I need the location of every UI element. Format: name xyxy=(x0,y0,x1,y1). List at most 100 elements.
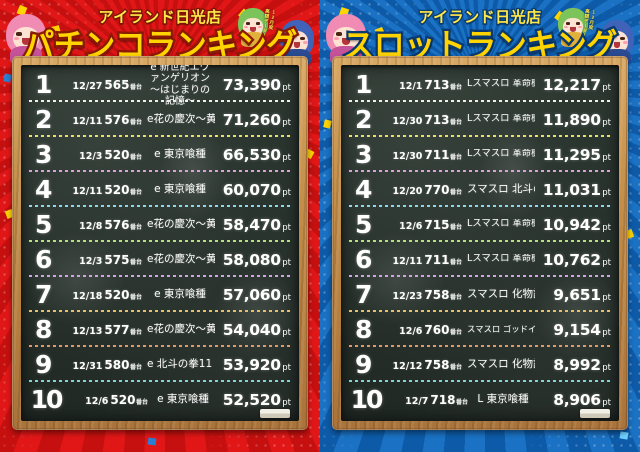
rank-number: 5 xyxy=(35,210,52,239)
machine-number-unit: 番台 xyxy=(129,363,142,371)
machine-number: 576 xyxy=(104,112,130,127)
points-unit: pt xyxy=(602,83,611,93)
machine-title: e花の慶次～黄金の一撃 xyxy=(147,113,215,126)
machine-number-unit: 番台 xyxy=(129,223,142,231)
row-meta: 12/20 770番台 xyxy=(379,183,465,197)
machine-title: スマスロ ゴッドイーター リザレクション xyxy=(467,324,535,334)
machine-title: スマスロ 北斗の拳 xyxy=(467,183,535,196)
points-cell: 10,942 pt xyxy=(535,215,613,234)
points-unit: pt xyxy=(282,363,291,373)
points-value: 60,070 xyxy=(222,181,281,199)
row-date: 12/30 xyxy=(392,150,423,162)
machine-number-unit: 番台 xyxy=(129,188,142,196)
row-meta: 12/3 520番台 xyxy=(59,148,145,162)
points-unit: pt xyxy=(602,118,611,128)
machine-number-unit: 番台 xyxy=(129,83,142,91)
row-divider xyxy=(29,310,291,312)
ranking-row: 4 12/11 520番台 e 東京喰種 60,070 pt xyxy=(27,172,293,207)
panel-header-slot: 12月度 高額データ! アイランド日光店 スロットランキング xyxy=(320,0,640,68)
machine-number-unit: 番台 xyxy=(449,293,462,301)
machine-number: 580 xyxy=(104,357,130,372)
row-meta: 12/11 520番台 xyxy=(59,183,145,197)
row-date: 12/30 xyxy=(392,115,423,127)
mascot-pink-character xyxy=(326,14,366,66)
machine-number: 758 xyxy=(424,287,450,302)
machine-title: Lスマスロ 革命機ヴァルヴレイヴ2 xyxy=(467,219,535,230)
points-cell: 8,992 pt xyxy=(535,355,613,374)
points-value: 8,906 xyxy=(553,391,601,409)
mascot-green-character xyxy=(238,8,268,48)
row-date: 12/7 xyxy=(405,395,429,407)
points-unit: pt xyxy=(282,293,291,303)
row-date: 12/3 xyxy=(79,255,103,267)
machine-title: e 東京喰種 xyxy=(154,288,206,301)
machine-title: Lスマスロ 革命機ヴァルヴレイヴ2 xyxy=(467,79,535,90)
points-cell: 73,390 pt xyxy=(215,75,293,94)
machine-title: e 東京喰種 xyxy=(157,393,209,406)
rank-number: 7 xyxy=(355,280,372,309)
machine-title: e花の慶次～黄金の一撃 xyxy=(147,253,215,266)
ranking-row: 7 12/18 520番台 e 東京喰種 57,060 pt xyxy=(27,277,293,312)
row-divider xyxy=(349,240,611,242)
row-date: 12/11 xyxy=(392,255,423,267)
machine-number: 576 xyxy=(104,217,130,232)
points-unit: pt xyxy=(282,328,291,338)
rank-number: 1 xyxy=(35,70,52,99)
row-divider xyxy=(349,100,611,102)
rank-number: 3 xyxy=(35,140,52,169)
row-meta: 12/11 711番台 xyxy=(379,253,465,267)
row-meta: 12/30 713番台 xyxy=(379,113,465,127)
points-unit: pt xyxy=(602,328,611,338)
chalkboard-eraser-icon xyxy=(580,409,610,418)
row-divider xyxy=(349,345,611,347)
points-unit: pt xyxy=(282,258,291,268)
points-unit: pt xyxy=(282,153,291,163)
points-value: 12,217 xyxy=(542,76,601,94)
machine-title: e 北斗の拳11 暴凶星 xyxy=(147,358,215,371)
row-date: 12/31 xyxy=(72,360,103,372)
points-value: 73,390 xyxy=(222,76,281,94)
machine-title: スマスロ 化物語 xyxy=(467,358,535,371)
machine-number-unit: 番台 xyxy=(449,258,462,266)
points-cell: 71,260 pt xyxy=(215,110,293,129)
row-meta: 12/31 580番台 xyxy=(59,358,145,372)
points-unit: pt xyxy=(602,293,611,303)
rank-number: 10 xyxy=(30,385,64,414)
row-date: 12/18 xyxy=(72,290,103,302)
points-value: 11,295 xyxy=(542,146,601,164)
row-meta: 12/6 760番台 xyxy=(379,323,465,337)
points-unit: pt xyxy=(282,188,291,198)
row-meta: 12/6 520番台 xyxy=(65,393,151,407)
shop-name: アイランド日光店 xyxy=(417,7,542,28)
points-unit: pt xyxy=(602,363,611,373)
row-meta: 12/12 758番台 xyxy=(379,358,465,372)
row-date: 12/1 xyxy=(399,80,423,92)
row-divider xyxy=(349,275,611,277)
points-cell: 9,154 pt xyxy=(535,320,613,339)
points-unit: pt xyxy=(602,188,611,198)
row-meta: 12/18 520番台 xyxy=(59,288,145,302)
rank-number: 9 xyxy=(355,350,372,379)
machine-title: e花の慶次～黄金の一撃 xyxy=(147,218,215,231)
rank-number: 2 xyxy=(35,105,52,134)
rank-number: 9 xyxy=(35,350,52,379)
machine-number: 565 xyxy=(104,77,130,92)
rank-number: 2 xyxy=(355,105,372,134)
points-unit: pt xyxy=(602,258,611,268)
ranking-row: 3 12/3 520番台 e 東京喰種 66,530 pt xyxy=(27,137,293,172)
row-divider xyxy=(29,275,291,277)
machine-title: スマスロ 化物語 xyxy=(467,288,535,301)
machine-number-unit: 番台 xyxy=(449,188,462,196)
row-date: 12/3 xyxy=(79,150,103,162)
machine-number-unit: 番台 xyxy=(129,153,142,161)
